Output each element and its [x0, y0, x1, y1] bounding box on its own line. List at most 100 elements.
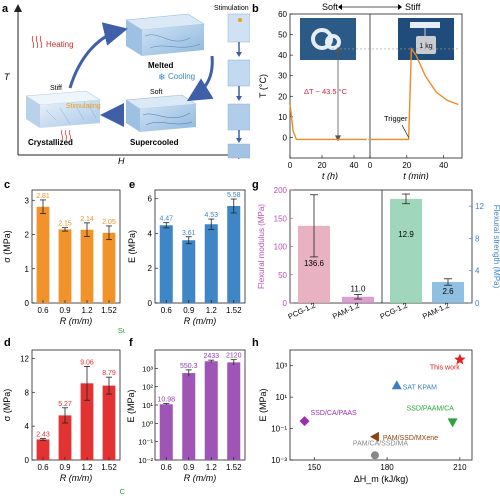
y-tick-label: 10⁻³ [271, 456, 287, 465]
marker-star [454, 353, 466, 365]
cooling-label: Cooling [168, 72, 195, 81]
data-label: 2.15 [58, 221, 72, 228]
panel-label-d: d [4, 337, 11, 349]
y-tick-label-right: 0 [475, 299, 480, 308]
panel-g: g 0 50 100 150 200 0 4 8 12 Flexural modulus (MPa… [252, 179, 500, 321]
state-label-supercooled: Supercooled [130, 138, 179, 147]
y-tick-label: 10² [142, 383, 153, 392]
panel-label-b: b [252, 3, 259, 15]
x-axis-label: R (m/m) [184, 316, 217, 326]
delta-arrow-head [335, 46, 341, 54]
bar [102, 232, 116, 303]
bar [227, 205, 241, 303]
y-tick-label: 10 [278, 113, 287, 122]
x-tick-label: 180 [380, 463, 394, 472]
bar [204, 224, 218, 303]
data-label: 9.06 [80, 359, 94, 366]
title-stiff: Stiff [405, 2, 421, 12]
y-tick-label: 0 [25, 456, 30, 465]
crystallize-heat-icon [61, 129, 71, 141]
subtitle-supercooled: Supercooled PCGs [118, 326, 125, 335]
x-tick-label: 1.2 [206, 463, 218, 472]
y-tick-label: 2 [148, 264, 153, 273]
panel-f: f 10⁻² 10⁻¹ 10⁰ 10¹ 10² 10³ 10.98 0.6 550.3 0.9 24… [126, 337, 246, 483]
point-label: SSD/PAAM/CA [407, 405, 455, 412]
y-tick-label: 10⁻² [138, 456, 153, 465]
trigger-pointer [401, 124, 409, 138]
panel-label-g: g [252, 179, 259, 191]
y-tick-label: 40 [278, 51, 287, 60]
y-axis-arrow [14, 4, 22, 12]
x-axis-label: H [118, 156, 125, 165]
data-label: 550.3 [180, 363, 198, 370]
stiffness-label-stiff: Stiff [50, 85, 62, 92]
y-tick-label: 20 [278, 92, 287, 101]
x-tick-label: 1.2 [81, 463, 93, 472]
point-label: SAT KPAM [403, 384, 437, 391]
photo-stiff-gel [410, 22, 440, 28]
subtitle-crystallized: Crystallized PCGs [120, 487, 125, 496]
y-tick-label-left: 0 [283, 299, 288, 308]
y-tick-label: 3 [25, 196, 30, 205]
cooling-arrow [186, 55, 214, 102]
y-tick-label: 0 [283, 133, 288, 142]
y-tick-label: 10¹ [275, 393, 287, 402]
y-axis-label-right: Flexural strength (MPa) [492, 205, 500, 289]
y-axis-label: σ (MPa) [2, 230, 12, 263]
point-label: PAM/SSD/MXene [383, 435, 438, 442]
title-soft: Soft [322, 2, 339, 12]
delta-arrow-head [335, 135, 341, 142]
y-axis-label: T [4, 72, 11, 82]
data-label: 2.14 [80, 216, 94, 223]
y-axis-label: E (MPa) [258, 388, 268, 421]
plot-frame [31, 349, 121, 461]
heating-label: Heating [46, 40, 74, 49]
y-tick-label: 10³ [275, 362, 287, 371]
bar [80, 229, 94, 303]
data-label: 11.0 [351, 285, 367, 294]
bar [36, 206, 50, 303]
y-tick-label: 10³ [142, 364, 153, 373]
x-tick-label: PAM-1.2 [421, 301, 451, 321]
weight-label: 1 kg [419, 43, 432, 50]
bar-strength [390, 198, 422, 303]
x-axis-label: R (m/m) [184, 473, 217, 483]
data-label: 2120 [226, 353, 242, 360]
y-tick-label: 0 [25, 299, 30, 308]
data-label: 2.6 [442, 287, 454, 296]
panel-label-f: f [129, 337, 133, 349]
stimulation-strip [227, 13, 250, 159]
title-arrow-head-right [398, 4, 402, 10]
y-axis-label: T (°C) [258, 74, 268, 98]
y-tick-label: 10⁻¹ [271, 425, 287, 434]
x-tick-label: 20 [318, 161, 327, 170]
x-axis-label: R (m/m) [60, 316, 93, 326]
y-tick-label: 6 [148, 195, 153, 204]
panel-b: b 0 10 20 30 40 50 60 0 20 40 0 20 40 T (°C) t (h) t (m… [252, 2, 463, 180]
melted-block [125, 13, 205, 56]
cooling-icon: ❄ [158, 72, 166, 82]
x-axis-label: R (m/m) [60, 473, 93, 483]
bar [159, 225, 173, 303]
data-label: 10.98 [157, 396, 175, 403]
x-tick-label: 0 [368, 161, 373, 170]
data-label: 4.47 [159, 216, 173, 223]
plot-frame [31, 189, 121, 304]
panel-label-e: e [129, 179, 135, 191]
x-tick-label: PAM-1.2 [331, 301, 361, 321]
y-tick-label-left: 100 [274, 243, 288, 252]
heating-icon [31, 35, 43, 49]
x-axis-label-right: t (min) [403, 171, 429, 180]
y-tick-label-left: 50 [278, 271, 287, 280]
bar [227, 362, 241, 460]
y-tick-label-right: 4 [475, 267, 480, 276]
data-label: 4.53 [204, 212, 218, 219]
trigger-label: Trigger [384, 114, 408, 123]
x-axis-label: ΔH_m (kJ/kg) [354, 474, 409, 484]
x-tick-label: 1.2 [81, 306, 93, 315]
plot-frame [289, 13, 463, 159]
x-tick-label: PCG-1.2 [379, 301, 409, 321]
y-tick-label: 60 [278, 10, 287, 19]
x-tick-label: 0.9 [183, 306, 195, 315]
y-tick-label: 8 [25, 388, 30, 397]
